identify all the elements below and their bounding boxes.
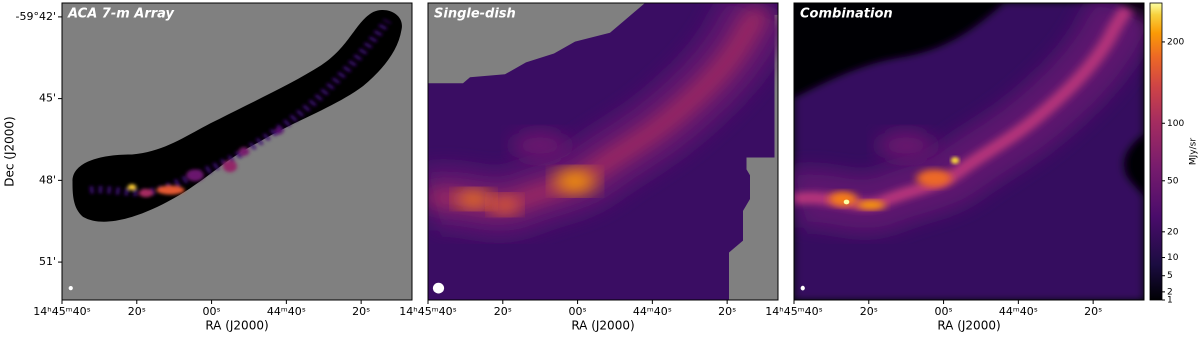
x-tick-label: 14ʰ45ᵐ40ˢ — [399, 305, 456, 318]
clump — [139, 188, 153, 198]
y-axis-label: Dec (J2000) — [3, 116, 17, 186]
colorbar-tick-label: 50 — [1167, 176, 1179, 186]
emission — [89, 18, 392, 198]
colorbar-tick-label: 5 — [1167, 271, 1173, 281]
x-tick-label: 44ᵐ40ˢ — [999, 305, 1038, 318]
clump — [456, 190, 491, 208]
axes-frame — [61, 2, 413, 301]
clump — [274, 127, 284, 135]
panel-title: ACA 7-m Array — [67, 7, 175, 22]
image-aca — [62, 3, 412, 300]
clump — [512, 130, 568, 161]
x-tick-label: 20ˢ — [1084, 305, 1102, 318]
x-tick-label: 00ˢ — [935, 305, 953, 318]
y-tick-label: 45' — [39, 92, 56, 105]
y-tick-label: 48' — [39, 173, 56, 186]
x-tick-label: 20ˢ — [860, 305, 878, 318]
clump — [829, 191, 857, 207]
filament — [89, 18, 392, 197]
clump — [916, 169, 952, 188]
axes-frame — [793, 2, 1145, 301]
beam — [432, 282, 445, 294]
colorbar — [1149, 2, 1163, 301]
x-tick-label: 44ᵐ40ˢ — [633, 305, 672, 318]
x-tick-label: 20ˢ — [494, 305, 512, 318]
clump — [127, 184, 137, 191]
x-tick-label: 00ˢ — [569, 305, 587, 318]
x-tick-label: 14ʰ45ᵐ40ˢ — [765, 305, 822, 318]
colorbar-tick-label: 100 — [1167, 119, 1184, 129]
colorbar-tick-label: 20 — [1167, 227, 1179, 237]
x-axis-label: RA (J2000) — [205, 319, 268, 333]
x-tick-label: 20ˢ — [718, 305, 736, 318]
colorbar-tick-label: 10 — [1167, 253, 1179, 263]
clump — [491, 196, 519, 214]
panel-title: Combination — [800, 7, 893, 22]
panel-title: Single-dish — [434, 7, 516, 22]
clump — [878, 130, 934, 161]
y-tick-label: -59°42' — [16, 10, 57, 23]
clump — [554, 169, 596, 194]
x-tick-label: 20ˢ — [128, 305, 146, 318]
clump — [857, 200, 885, 210]
beam — [68, 286, 73, 291]
image-combination — [794, 3, 1144, 300]
x-tick-label: 44ᵐ40ˢ — [267, 305, 306, 318]
y-tick-label: 51' — [39, 255, 56, 268]
colorbar-tick-label: 2 — [1167, 287, 1173, 297]
clump — [156, 185, 185, 195]
colorbar-label: MJy/sr — [1189, 138, 1199, 165]
emission — [428, 3, 778, 238]
clump — [186, 169, 204, 182]
image-single-dish — [428, 3, 778, 300]
x-axis-label: RA (J2000) — [937, 319, 1000, 333]
x-tick-label: 14ʰ45ᵐ40ˢ — [33, 305, 90, 318]
x-tick-label: 00ˢ — [203, 305, 221, 318]
x-axis-label: RA (J2000) — [571, 319, 634, 333]
x-tick-label: 20ˢ — [352, 305, 370, 318]
axes-frame — [427, 2, 779, 301]
clump — [223, 160, 237, 173]
mosaic-footprint — [72, 10, 402, 222]
clump — [843, 199, 850, 205]
colorbar-tick-label: 1 — [1167, 296, 1173, 306]
beam — [800, 285, 805, 291]
clump — [238, 147, 250, 156]
colorbar-tick-label: 200 — [1167, 37, 1184, 47]
emission — [794, 3, 1144, 235]
clump — [950, 156, 960, 164]
